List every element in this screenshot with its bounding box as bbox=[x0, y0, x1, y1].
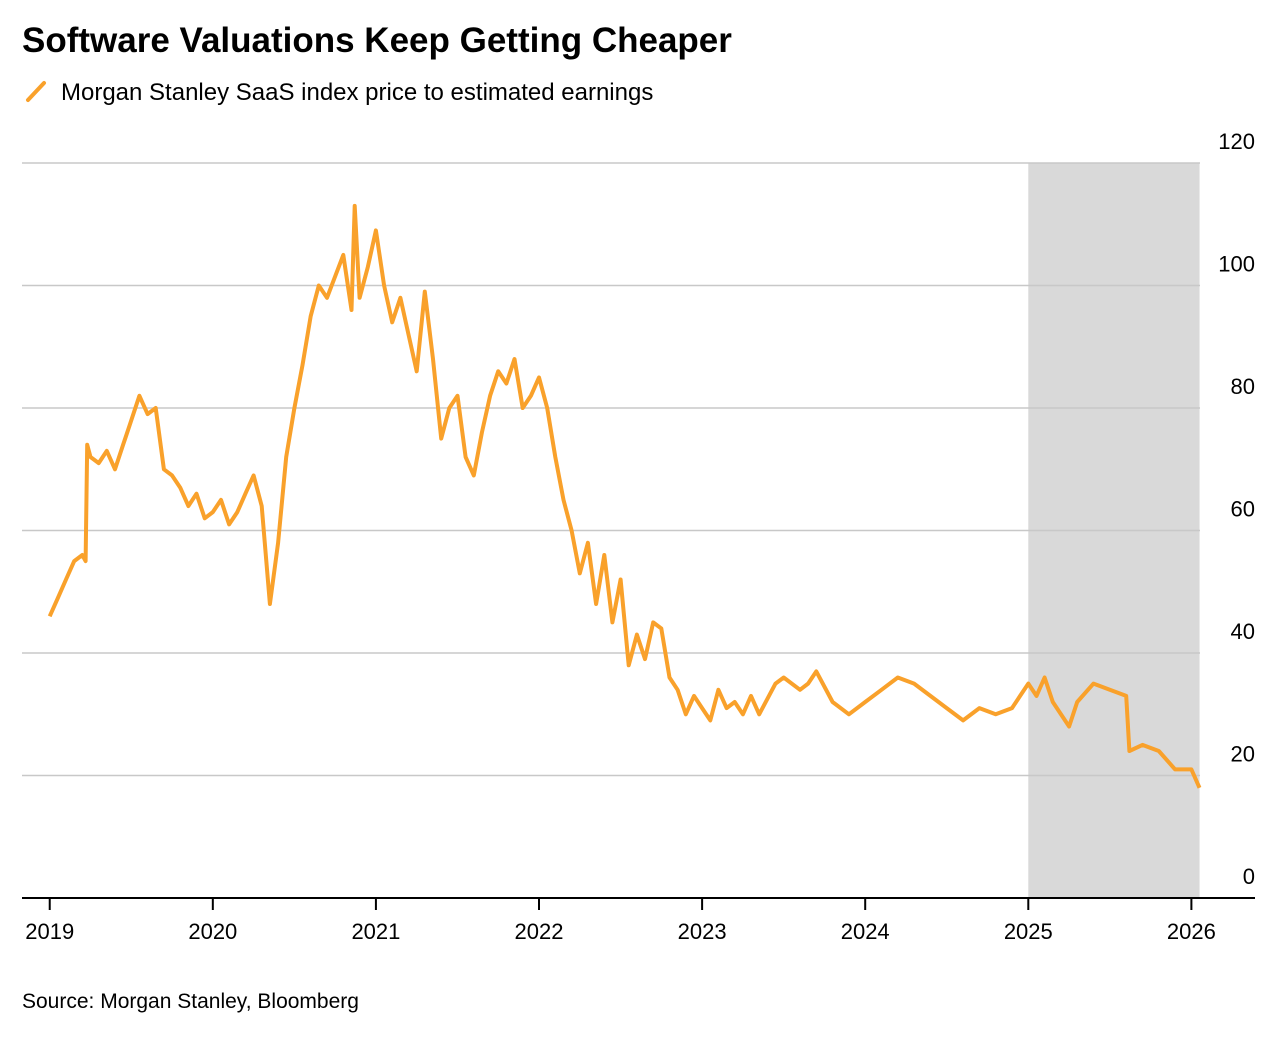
x-tick-label: 2022 bbox=[515, 919, 564, 944]
legend-swatch bbox=[26, 81, 46, 102]
chart-title: Software Valuations Keep Getting Cheaper bbox=[22, 21, 732, 60]
y-tick-label: 60 bbox=[1231, 497, 1255, 522]
plot-area: 0 20 40 60 80 100 120 2019 2020 2021 2022 2023 2024 2… bbox=[22, 129, 1255, 944]
y-tick-label: 100 bbox=[1218, 252, 1255, 277]
y-tick-label: 20 bbox=[1231, 742, 1255, 767]
x-tick-label: 2023 bbox=[678, 919, 727, 944]
x-tick-label: 2021 bbox=[351, 919, 400, 944]
y-tick-label: 120 bbox=[1218, 129, 1255, 154]
source: Source: Morgan Stanley, Bloomberg bbox=[22, 990, 359, 1013]
x-tick-label: 2020 bbox=[188, 919, 237, 944]
y-tick-label: 0 bbox=[1243, 864, 1255, 889]
y-tick-label: 80 bbox=[1231, 374, 1255, 399]
y-tick-label: 40 bbox=[1231, 619, 1255, 644]
x-tick-label: 2024 bbox=[841, 919, 890, 944]
series-line bbox=[47, 203, 1202, 789]
x-tick-label: 2026 bbox=[1167, 919, 1216, 944]
x-tick-label: 2019 bbox=[25, 919, 74, 944]
x-tick-label: 2025 bbox=[1004, 919, 1053, 944]
legend-label: Morgan Stanley SaaS index price to estim… bbox=[61, 79, 653, 106]
